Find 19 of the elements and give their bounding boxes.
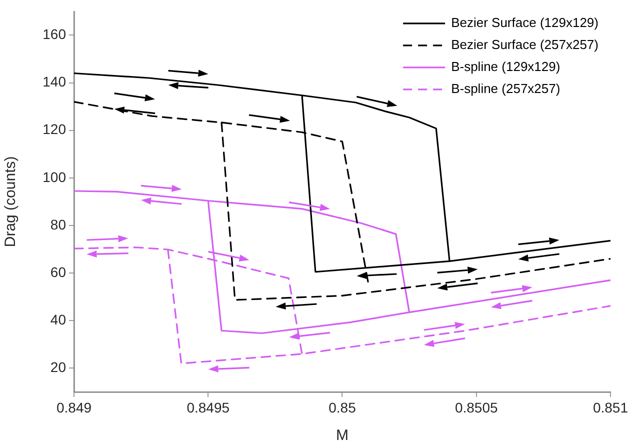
legend-label: B-spline (257x257) <box>451 80 560 96</box>
y-tick-label: 100 <box>42 168 66 185</box>
x-tick-label: 0.849 <box>56 399 92 416</box>
y-tick-label: 20 <box>50 359 66 376</box>
y-tick-label: 60 <box>50 264 66 280</box>
legend-label: Bezier Surface (257x257) <box>451 36 598 52</box>
x-tick-label: 0.8495 <box>186 399 230 416</box>
y-tick-label: 80 <box>50 216 66 232</box>
y-tick-label: 160 <box>42 26 66 42</box>
y-tick-label: 120 <box>42 121 66 138</box>
x-axis-title: M <box>336 427 348 444</box>
x-tick-label: 0.8505 <box>454 399 498 416</box>
legend-label: Bezier Surface (129x129) <box>451 14 598 30</box>
legend-label: B-spline (129x129) <box>451 58 560 74</box>
x-tick-label: 0.85 <box>328 399 356 416</box>
x-tick-label: 0.851 <box>592 399 628 416</box>
y-tick-label: 40 <box>50 311 66 328</box>
y-tick-label: 140 <box>42 74 66 90</box>
y-axis-title: Drag (counts) <box>2 156 20 248</box>
